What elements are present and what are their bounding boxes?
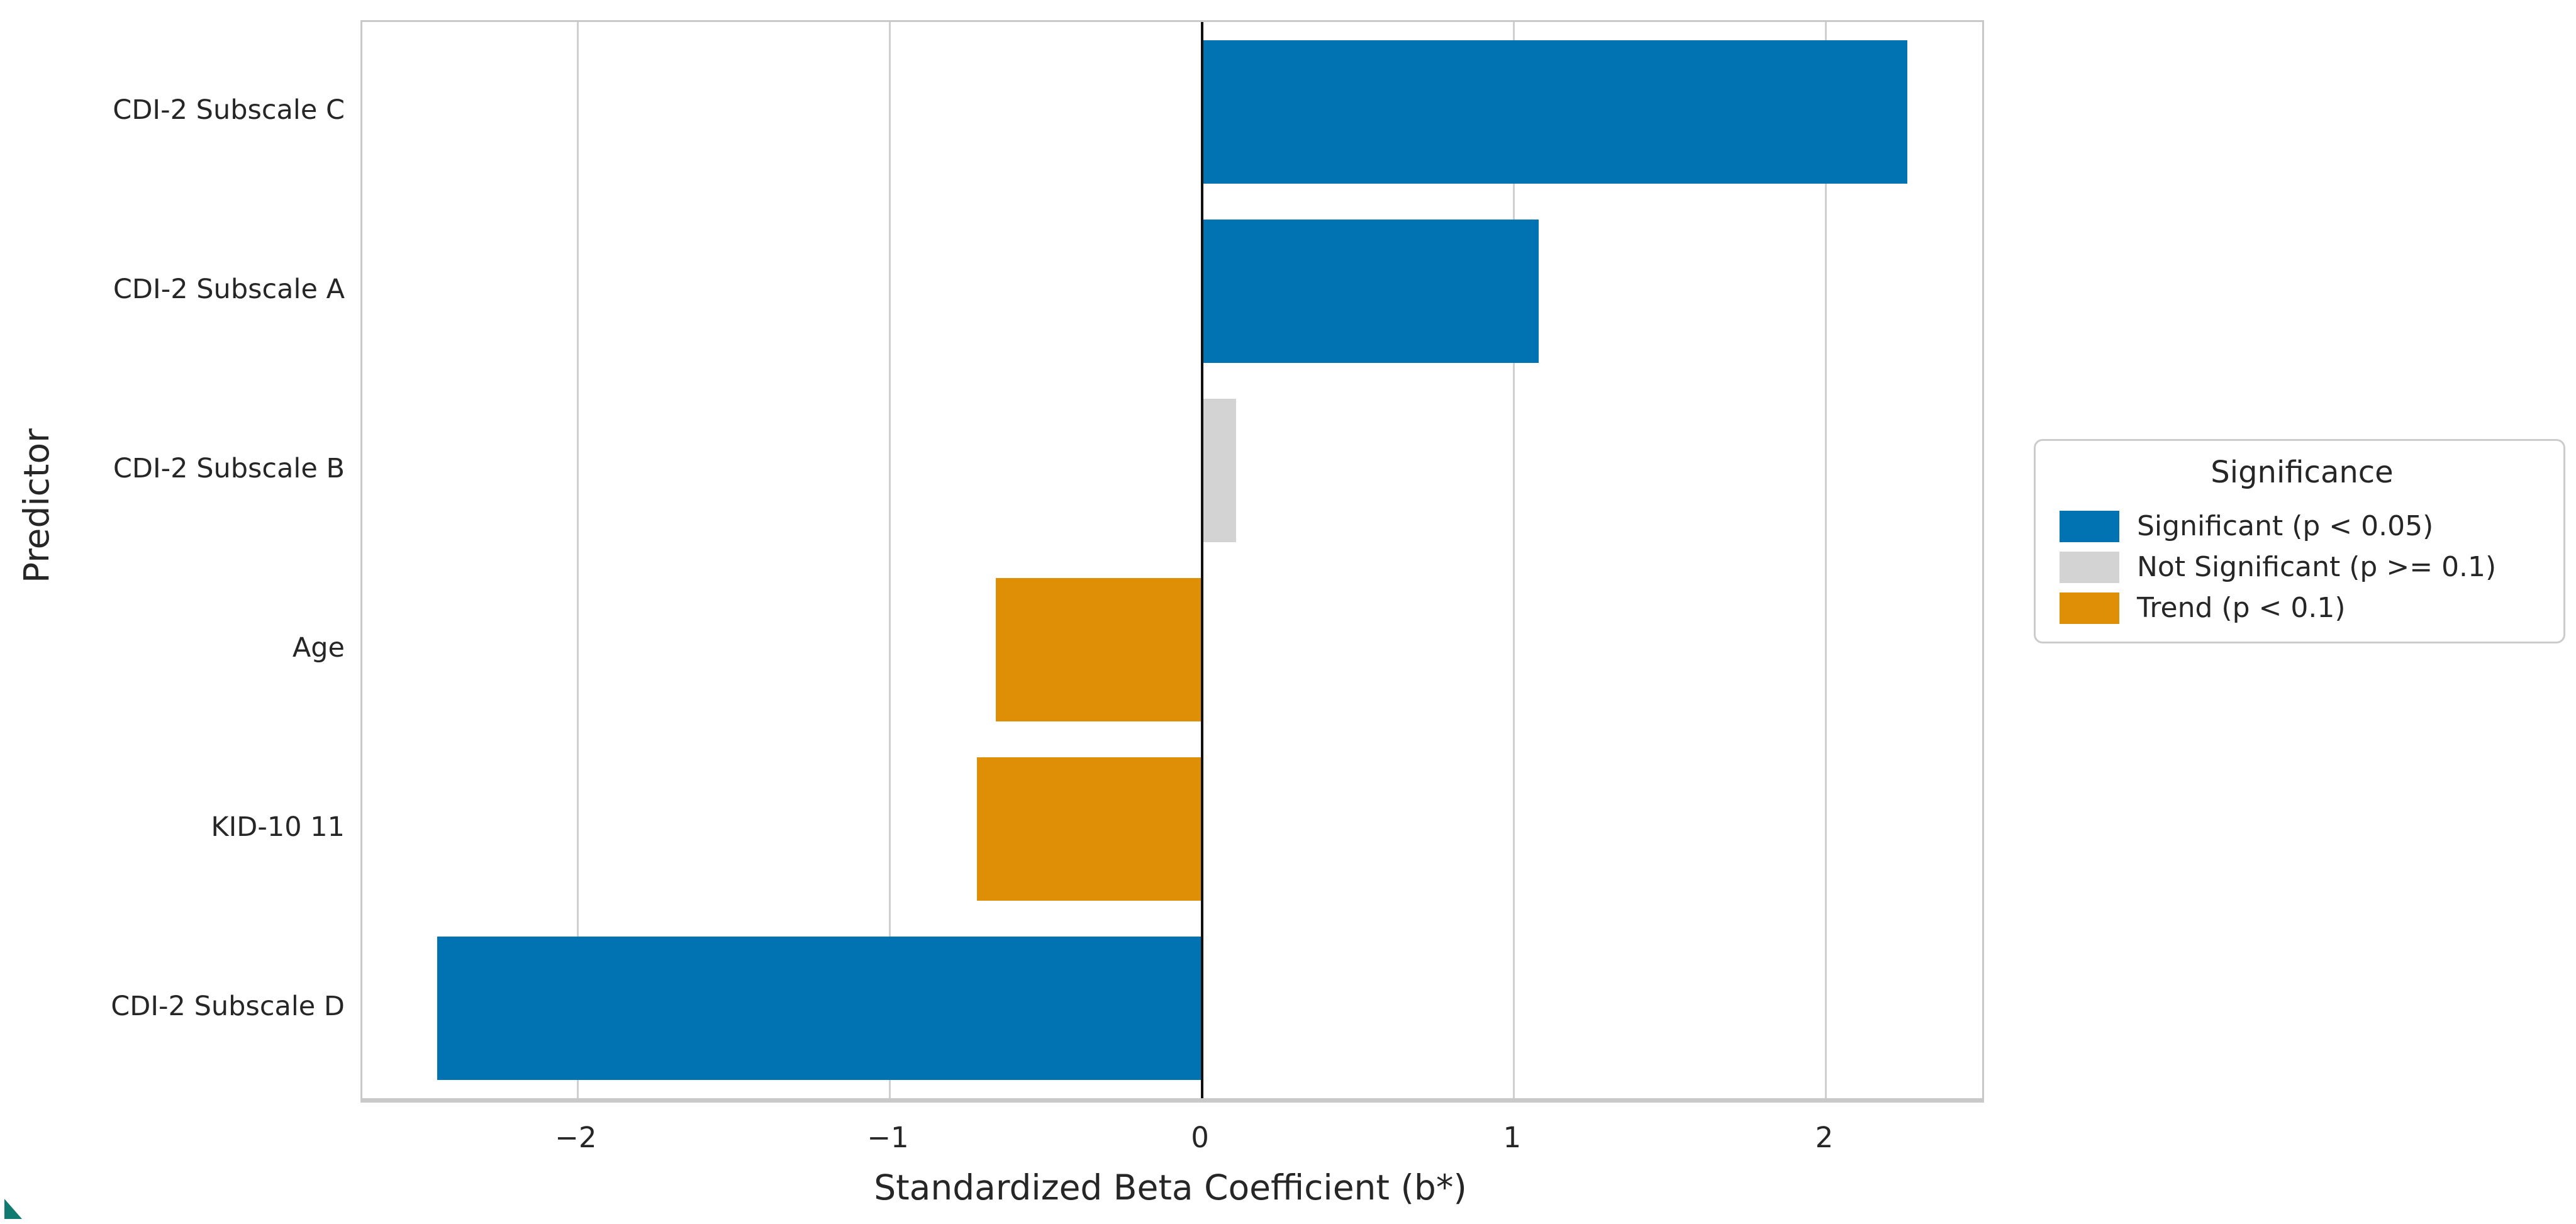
xtick-label-1: 1 — [1503, 1121, 1522, 1154]
x-axis-label: Standardized Beta Coefficient (b*) — [874, 1167, 1467, 1208]
bar-cdi-2-subscale-c — [1202, 40, 1907, 184]
xtick-label-0: 0 — [1191, 1121, 1209, 1154]
legend-item-trend: Trend (p < 0.1) — [2060, 592, 2545, 624]
y-tick-labels: CDI-2 Subscale C CDI-2 Subscale A CDI-2 Su… — [0, 20, 345, 1096]
bar-age — [996, 578, 1202, 722]
bar-cdi-2-subscale-b — [1202, 398, 1237, 542]
xtick-label-neg2: −2 — [555, 1121, 597, 1154]
ytick-label-age: Age — [292, 632, 345, 664]
corner-triangle-artifact — [4, 1199, 22, 1219]
legend-label: Trend (p < 0.1) — [2137, 592, 2346, 624]
gridline — [888, 22, 891, 1098]
legend-swatch-not-significant — [2060, 551, 2119, 583]
bar-cdi-2-subscale-a — [1202, 219, 1539, 363]
legend-swatch-trend — [2060, 592, 2119, 624]
xtick-label-2: 2 — [1815, 1121, 1834, 1154]
plot-area — [360, 20, 1984, 1103]
x-tick-labels: −2 −1 0 1 2 — [360, 1121, 1980, 1159]
legend-label: Significant (p < 0.05) — [2137, 510, 2434, 542]
gridline — [576, 22, 579, 1098]
legend: Significance Significant (p < 0.05) Not … — [2034, 439, 2565, 643]
legend-title: Significance — [2211, 455, 2394, 490]
ytick-label-cdi-2-subscale-b: CDI-2 Subscale B — [113, 452, 345, 484]
legend-swatch-significant — [2060, 510, 2119, 542]
xtick-label-neg1: −1 — [867, 1121, 909, 1154]
legend-item-not-significant: Not Significant (p >= 0.1) — [2060, 551, 2545, 583]
ytick-label-cdi-2-subscale-d: CDI-2 Subscale D — [111, 991, 345, 1023]
gridline — [1825, 22, 1827, 1098]
ytick-label-cdi-2-subscale-a: CDI-2 Subscale A — [113, 273, 345, 305]
ytick-label-cdi-2-subscale-c: CDI-2 Subscale C — [113, 94, 345, 126]
legend-label: Not Significant (p >= 0.1) — [2137, 551, 2497, 583]
gridline — [1513, 22, 1515, 1098]
bar-cdi-2-subscale-d — [437, 937, 1202, 1081]
ytick-label-kid-10-11: KID-10 11 — [211, 811, 345, 843]
legend-item-significant: Significant (p < 0.05) — [2060, 510, 2545, 542]
zero-line — [1200, 22, 1203, 1098]
bar-kid-10-11 — [977, 757, 1202, 901]
